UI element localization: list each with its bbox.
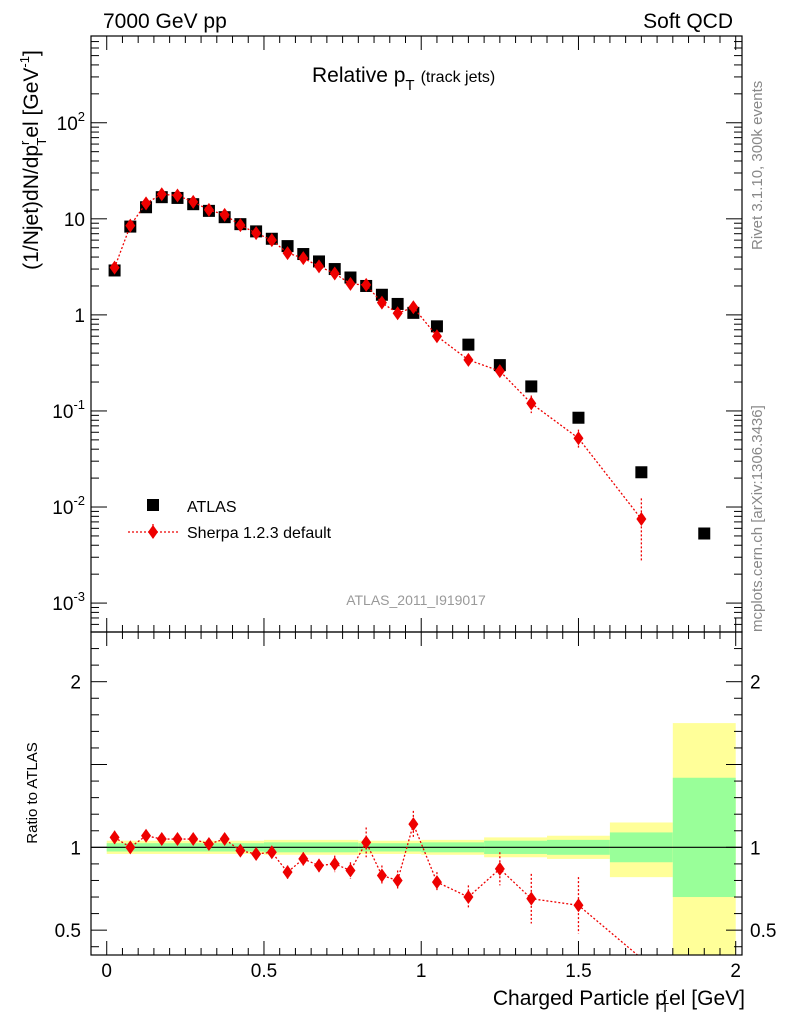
ratio-point	[172, 832, 183, 847]
legend-atlas-label: ATLAS	[187, 499, 237, 516]
ratio-y-tick-label-left: 0.5	[55, 921, 81, 942]
sherpa-point	[392, 306, 403, 321]
sherpa-point	[109, 260, 120, 275]
ratio-point	[392, 873, 403, 888]
sherpa-point	[361, 277, 372, 292]
ratio-point	[361, 835, 372, 850]
ratio-point	[156, 832, 167, 847]
x-tick-label: 0.5	[251, 961, 277, 982]
legend-atlas-marker	[147, 499, 159, 511]
x-tick-label: 2	[730, 961, 741, 982]
ratio-point	[314, 858, 325, 873]
atlas-point	[462, 338, 475, 351]
ratio-point	[282, 865, 293, 880]
atlas-point	[391, 297, 404, 310]
ratio-point	[251, 846, 262, 861]
sherpa-point	[314, 259, 325, 274]
y-tick-label: 1	[74, 306, 85, 327]
ratio-series-group	[109, 810, 638, 956]
sherpa-point	[573, 431, 584, 446]
sherpa-point	[494, 364, 505, 379]
ratio-band-green-7	[672, 777, 736, 898]
sherpa-point	[251, 226, 262, 241]
legend-sherpa-marker	[148, 525, 158, 539]
atlas-point	[572, 411, 585, 424]
y-tick-label: 10-3	[52, 589, 85, 615]
ratio-point	[526, 891, 537, 906]
ratio-point	[329, 856, 340, 871]
atlas-point	[635, 466, 648, 479]
ratio-point	[408, 817, 419, 832]
sherpa-point	[282, 246, 293, 261]
sherpa-point	[408, 300, 419, 315]
y-tick-label: 102	[57, 109, 85, 135]
ratio-point	[219, 832, 230, 847]
ratio-uncertainty-bands	[91, 723, 742, 955]
sherpa-point	[636, 512, 647, 527]
main-frame	[90, 35, 743, 633]
ratio-frame	[90, 631, 743, 956]
sherpa-point	[203, 202, 214, 217]
atlas-point	[430, 320, 443, 333]
ratio-point	[141, 828, 152, 843]
ratio-xlabel: Charged Particle pr Tel [GeV]	[493, 985, 745, 1015]
sherpa-point	[219, 207, 230, 222]
ratio-y-tick-label-left: 2	[70, 673, 81, 694]
header-right: Soft QCD	[643, 10, 733, 33]
ratio-point	[376, 868, 387, 883]
ratio-point	[345, 863, 356, 878]
legend-sherpa-label: Sherpa 1.2.3 default	[187, 525, 332, 542]
atlas-point	[375, 288, 388, 301]
ratio-point	[431, 875, 442, 890]
sherpa-point	[431, 329, 442, 344]
main-ylabel: (1/Njet)dN/dpr Tel [GeV-1]	[17, 50, 49, 270]
sherpa-point	[188, 194, 199, 209]
main-series-group	[108, 187, 711, 562]
sherpa-point	[172, 188, 183, 203]
ratio-point	[188, 832, 199, 847]
sherpa-point	[526, 396, 537, 411]
sherpa-point	[345, 276, 356, 291]
sherpa-point	[125, 218, 136, 233]
ratio-point	[573, 898, 584, 913]
atlas-point	[698, 527, 711, 540]
ratio-point	[266, 845, 277, 860]
y-tick-label: 10-1	[52, 397, 85, 423]
sherpa-point	[156, 187, 167, 202]
ratio-point	[463, 890, 474, 905]
header-left: 7000 GeV pp	[103, 10, 227, 33]
sherpa-point	[463, 352, 474, 367]
sherpa-line	[113, 193, 642, 520]
sherpa-point	[376, 295, 387, 310]
ratio-y-tick-label-left: 1	[70, 838, 81, 859]
axes-group: 0 0.5 1 1.5 2 1 10 102 10-3 10-2 10-1 0.5 0.5 1 1 2 2	[52, 35, 776, 982]
legend: ATLAS Sherpa 1.2.3 default	[128, 499, 332, 542]
x-tick-label: 0	[101, 961, 112, 982]
ratio-ylabel: Ratio to ATLAS	[24, 742, 41, 843]
sherpa-point	[298, 251, 309, 266]
ratio-point	[109, 830, 120, 845]
x-tick-label: 1.5	[565, 961, 591, 982]
y-tick-label: 10	[64, 210, 85, 231]
mcplots-label: mcplots.cern.ch [arXiv:1306.3436]	[749, 405, 766, 632]
y-tick-label: 10-2	[52, 493, 85, 519]
ratio-y-tick-label-right: 0.5	[750, 921, 776, 942]
x-tick-label: 1	[416, 961, 427, 982]
ratio-point	[125, 840, 136, 855]
atlas-point	[525, 380, 538, 393]
sherpa-point	[266, 233, 277, 248]
rivet-version-label: Rivet 3.1.10, 300k events	[749, 81, 766, 250]
ratio-point	[298, 851, 309, 866]
chart-title: Relative pT (track jets)	[312, 64, 495, 94]
ratio-y-tick-label-right: 2	[750, 673, 761, 694]
sherpa-point	[329, 266, 340, 281]
ratio-y-tick-label-right: 1	[750, 838, 761, 859]
ratio-point	[203, 837, 214, 852]
ratio-point	[494, 861, 505, 876]
analysis-watermark: ATLAS_2011_I919017	[346, 592, 486, 608]
sherpa-point	[235, 218, 246, 233]
sherpa-point	[141, 196, 152, 211]
ratio-point	[235, 843, 246, 858]
